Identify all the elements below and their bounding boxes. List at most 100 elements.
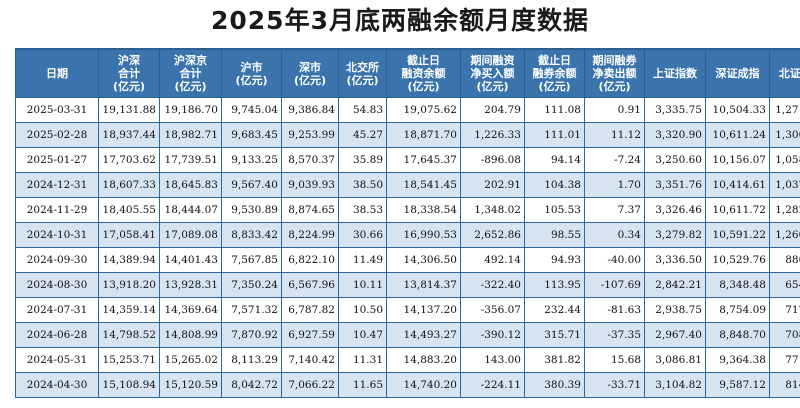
column-header: 沪市 (亿元) — [221, 49, 282, 98]
value-cell: 8,113.29 — [221, 347, 282, 373]
value-cell: 14,401.43 — [159, 247, 222, 273]
value-cell: 113.95 — [524, 272, 585, 298]
value-cell: 105.53 — [524, 197, 585, 223]
value-cell: 18,541.45 — [386, 172, 461, 198]
value-cell: 9,530.89 — [221, 197, 282, 223]
value-cell: 9,364.38 — [705, 347, 770, 373]
column-header: 日期 — [15, 49, 99, 98]
date-cell: 2024-10-31 — [15, 222, 99, 248]
value-cell: 771.57 — [769, 347, 800, 373]
value-cell: 18,645.83 — [159, 172, 222, 198]
value-cell: 7,870.92 — [221, 322, 282, 348]
value-cell: 3,104.82 — [644, 372, 706, 398]
value-cell: 18,982.71 — [159, 122, 222, 148]
column-header-line: 期间融资 — [470, 54, 515, 67]
value-cell: 18,338.54 — [386, 197, 461, 223]
value-cell: 8,570.37 — [281, 147, 339, 173]
value-cell: 10,611.24 — [705, 122, 770, 148]
value-cell: 38.50 — [338, 172, 387, 198]
value-cell: 13,814.37 — [386, 272, 461, 298]
value-cell: 717.93 — [769, 297, 800, 323]
date-cell: 2025-03-31 — [15, 97, 99, 123]
value-cell: 1,037.81 — [769, 172, 800, 198]
column-header-line: (亿元) — [598, 80, 631, 93]
value-cell: 7,567.85 — [221, 247, 282, 273]
value-cell: 9,253.99 — [281, 122, 339, 148]
column-header-line: 截止日 — [538, 54, 571, 67]
value-cell: 2,938.75 — [644, 297, 706, 323]
value-cell: 104.38 — [524, 172, 585, 198]
value-cell: 3,250.60 — [644, 147, 706, 173]
date-cell: 2024-11-29 — [15, 197, 99, 223]
date-cell: 2024-09-30 — [15, 247, 99, 273]
value-cell: 35.89 — [338, 147, 387, 173]
value-cell: 10.47 — [338, 322, 387, 348]
value-cell: 1,306.98 — [769, 122, 800, 148]
value-cell: 11.12 — [584, 122, 645, 148]
table-row: 2024-08-30 13,918.20 13,928.31 7,350.24 6,56… — [15, 272, 800, 298]
column-header-line: 沪深京 — [174, 54, 207, 67]
value-cell: -322.40 — [460, 272, 525, 298]
column-header-line: (亿元) — [346, 73, 379, 87]
value-cell: 8,042.72 — [221, 372, 282, 398]
value-cell: 708.97 — [769, 322, 800, 348]
date-cell: 2024-05-31 — [15, 347, 99, 373]
value-cell: 11.65 — [338, 372, 387, 398]
column-header-line: (亿元) — [476, 80, 509, 93]
column-header-line: 净卖出额 — [592, 67, 637, 80]
value-cell: 7,140.42 — [281, 347, 339, 373]
value-cell: 3,320.90 — [644, 122, 706, 148]
value-cell: 8,874.65 — [281, 197, 339, 223]
date-cell: 2024-07-31 — [15, 297, 99, 323]
column-header-line: 融资余额 — [401, 67, 446, 80]
value-cell: 14,740.20 — [386, 372, 461, 398]
column-header-line: (亿元) — [174, 80, 207, 93]
value-cell: 8,833.42 — [221, 222, 282, 248]
value-cell: 19,186.70 — [159, 97, 222, 123]
value-cell: 15,253.71 — [98, 347, 160, 373]
value-cell: 315.71 — [524, 322, 585, 348]
value-cell: 18,607.33 — [98, 172, 160, 198]
column-header-line: 期间融券 — [592, 54, 637, 67]
value-cell: 8,348.48 — [705, 272, 770, 298]
value-cell: 14,808.99 — [159, 322, 222, 348]
value-cell: 7,571.32 — [221, 297, 282, 323]
column-header: 深市 (亿元) — [281, 49, 339, 98]
value-cell: 7,066.22 — [281, 372, 339, 398]
column-header-line: 北证50 — [778, 67, 800, 80]
value-cell: 94.93 — [524, 247, 585, 273]
table-row: 2024-10-31 17,058.41 17,089.08 8,833.42 8,22… — [15, 222, 800, 248]
value-cell: -356.07 — [460, 297, 525, 323]
value-cell: 94.14 — [524, 147, 585, 173]
value-cell: 3,351.76 — [644, 172, 706, 198]
table-row: 2025-02-28 18,937.44 18,982.71 9,683.45 9,25… — [15, 122, 800, 148]
value-cell: 45.27 — [338, 122, 387, 148]
value-cell: 3,336.50 — [644, 247, 706, 273]
value-cell: 111.01 — [524, 122, 585, 148]
value-cell: 880.82 — [769, 247, 800, 273]
value-cell: 3,086.81 — [644, 347, 706, 373]
value-cell: 10,591.22 — [705, 222, 770, 248]
value-cell: 38.53 — [338, 197, 387, 223]
value-cell: 9,683.45 — [221, 122, 282, 148]
value-cell: 10,529.76 — [705, 247, 770, 273]
value-cell: 30.66 — [338, 222, 387, 248]
value-cell: 15.68 — [584, 347, 645, 373]
value-cell: -33.71 — [584, 372, 645, 398]
value-cell: 14,883.20 — [386, 347, 461, 373]
value-cell: 492.14 — [460, 247, 525, 273]
table-row: 2024-06-28 14,798.52 14,808.99 7,870.92 6,92… — [15, 322, 800, 348]
column-header-line: (亿元) — [293, 73, 327, 87]
value-cell: 381.82 — [524, 347, 585, 373]
value-cell: 1,282.50 — [769, 197, 800, 223]
table-row: 2024-05-31 15,253.71 15,265.02 8,113.29 7,14… — [15, 347, 800, 373]
value-cell: 15,265.02 — [159, 347, 222, 373]
table-row: 2024-11-29 18,405.55 18,444.07 9,530.89 8,87… — [15, 197, 800, 223]
value-cell: 2,842.21 — [644, 272, 706, 298]
margin-balance-table: 日期 沪深 合计 (亿元) 沪深京 合计 (亿元) 沪市 (亿元) 深市 (亿元) 北交所 (亿元) 截止… — [15, 48, 800, 398]
value-cell: 2,652.86 — [460, 222, 525, 248]
column-header-line: 日期 — [46, 67, 68, 80]
column-header-line: (亿元) — [538, 80, 571, 93]
value-cell: 8,754.09 — [705, 297, 770, 323]
value-cell: 3,326.46 — [644, 197, 706, 223]
